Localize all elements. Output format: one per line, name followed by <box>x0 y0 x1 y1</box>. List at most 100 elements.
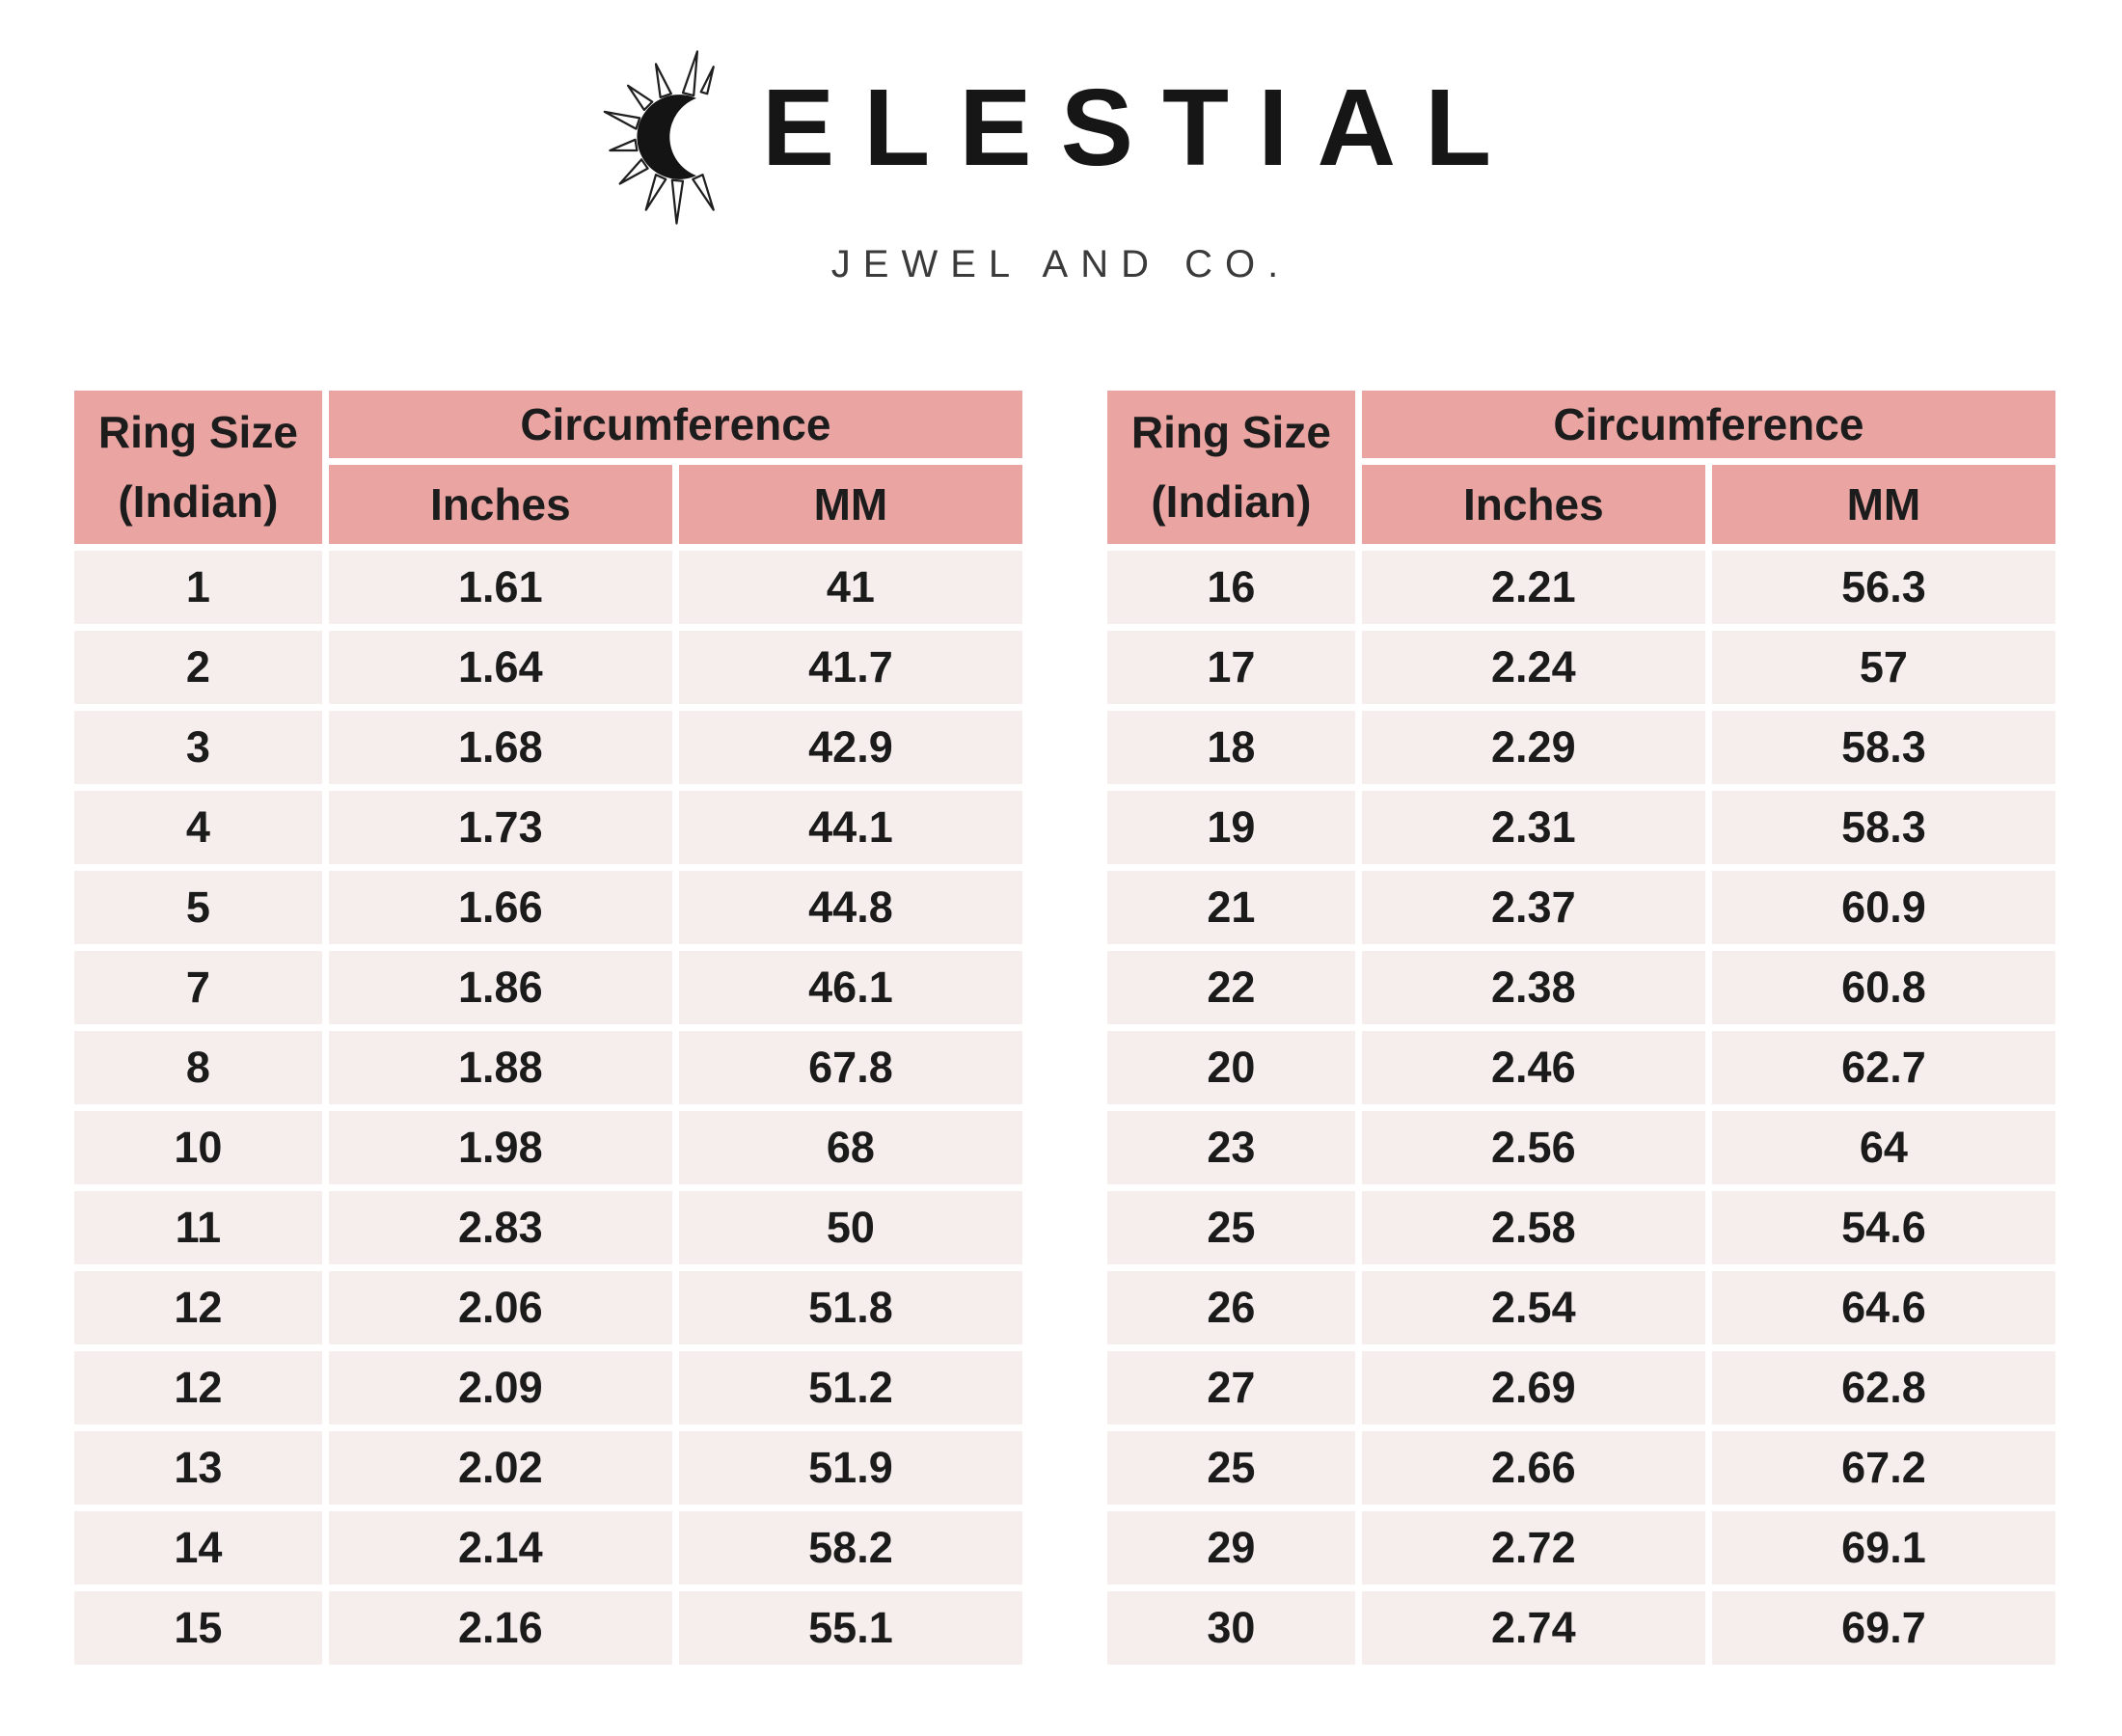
table-row: 11 2.83 50 <box>74 1191 1022 1264</box>
table-row: 17 2.24 57 <box>1107 631 2055 704</box>
table-cell: 10 <box>74 1111 322 1184</box>
table-cell: 1.88 <box>328 1031 672 1104</box>
table-cell: 58.3 <box>1711 711 2055 784</box>
size-chart-table-right: Ring Size (Indian) Circumference Inches … <box>1101 384 2062 1671</box>
header-ring-size: Ring Size (Indian) <box>1107 391 1355 544</box>
table-cell: 29 <box>1107 1511 1355 1585</box>
table-row: 27 2.69 62.8 <box>1107 1351 2055 1424</box>
crescent-sun-icon <box>603 50 715 225</box>
header-mm: MM <box>1711 465 2055 544</box>
table-cell: 22 <box>1107 951 1355 1024</box>
table-cell: 41.7 <box>678 631 1022 704</box>
table-row: 19 2.31 58.3 <box>1107 791 2055 864</box>
table-cell: 44.8 <box>678 871 1022 944</box>
table-cell: 4 <box>74 791 322 864</box>
table-cell: 68 <box>678 1111 1022 1184</box>
table-row: 3 1.68 42.9 <box>74 711 1022 784</box>
table-cell: 2.37 <box>1361 871 1705 944</box>
table-row: 7 1.86 46.1 <box>74 951 1022 1024</box>
table-cell: 1.98 <box>328 1111 672 1184</box>
table-cell: 46.1 <box>678 951 1022 1024</box>
brand-subtitle: JEWEL AND CO. <box>830 243 1292 285</box>
table-cell: 26 <box>1107 1271 1355 1344</box>
table-cell: 2.02 <box>328 1431 672 1505</box>
table-cell: 2.72 <box>1361 1511 1705 1585</box>
table-cell: 13 <box>74 1431 322 1505</box>
table-row: 26 2.54 64.6 <box>1107 1271 2055 1344</box>
table-cell: 27 <box>1107 1351 1355 1424</box>
table-row: 2 1.64 41.7 <box>74 631 1022 704</box>
brand-name: ELESTIAL <box>761 67 1521 188</box>
header-inches: Inches <box>328 465 672 544</box>
table-cell: 1.61 <box>328 551 672 624</box>
table-cell: 2.24 <box>1361 631 1705 704</box>
table-row: 18 2.29 58.3 <box>1107 711 2055 784</box>
table-row: 5 1.66 44.8 <box>74 871 1022 944</box>
table-body-left: 1 1.61 41 2 1.64 41.7 3 1.68 42.9 4 1.73 44.1 5 1.66 4… <box>74 551 1022 1665</box>
table-cell: 17 <box>1107 631 1355 704</box>
table-cell: 25 <box>1107 1431 1355 1505</box>
table-cell: 11 <box>74 1191 322 1264</box>
table-cell: 21 <box>1107 871 1355 944</box>
table-cell: 41 <box>678 551 1022 624</box>
table-cell: 1.64 <box>328 631 672 704</box>
header-ring-size-line1: Ring Size <box>97 407 298 458</box>
table-row: 29 2.72 69.1 <box>1107 1511 2055 1585</box>
table-cell: 62.7 <box>1711 1031 2055 1104</box>
table-cell: 69.1 <box>1711 1511 2055 1585</box>
table-cell: 50 <box>678 1191 1022 1264</box>
header-inches: Inches <box>1361 465 1705 544</box>
table-cell: 60.8 <box>1711 951 2055 1024</box>
table-cell: 2.56 <box>1361 1111 1705 1184</box>
header-ring-size: Ring Size (Indian) <box>74 391 322 544</box>
table-cell: 20 <box>1107 1031 1355 1104</box>
table-cell: 44.1 <box>678 791 1022 864</box>
table-cell: 2.66 <box>1361 1431 1705 1505</box>
table-row: 25 2.66 67.2 <box>1107 1431 2055 1505</box>
table-cell: 1.68 <box>328 711 672 784</box>
table-cell: 56.3 <box>1711 551 2055 624</box>
table-row: 1 1.61 41 <box>74 551 1022 624</box>
table-cell: 19 <box>1107 791 1355 864</box>
table-cell: 67.2 <box>1711 1431 2055 1505</box>
size-chart-tables: Ring Size (Indian) Circumference Inches … <box>68 384 2062 1671</box>
table-cell: 2.21 <box>1361 551 1705 624</box>
table-cell: 2.58 <box>1361 1191 1705 1264</box>
table-cell: 1 <box>74 551 322 624</box>
table-cell: 2.83 <box>328 1191 672 1264</box>
table-cell: 15 <box>74 1591 322 1665</box>
table-cell: 2.38 <box>1361 951 1705 1024</box>
table-row: 15 2.16 55.1 <box>74 1591 1022 1665</box>
table-cell: 2.29 <box>1361 711 1705 784</box>
table-cell: 51.2 <box>678 1351 1022 1424</box>
table-cell: 51.9 <box>678 1431 1022 1505</box>
table-cell: 54.6 <box>1711 1191 2055 1264</box>
table-row: 25 2.58 54.6 <box>1107 1191 2055 1264</box>
table-cell: 2.06 <box>328 1271 672 1344</box>
table-row: 12 2.06 51.8 <box>74 1271 1022 1344</box>
table-cell: 3 <box>74 711 322 784</box>
table-cell: 2 <box>74 631 322 704</box>
header-circumference: Circumference <box>328 391 1022 458</box>
table-row: 10 1.98 68 <box>74 1111 1022 1184</box>
table-row: 30 2.74 69.7 <box>1107 1591 2055 1665</box>
table-cell: 12 <box>74 1271 322 1344</box>
table-cell: 55.1 <box>678 1591 1022 1665</box>
table-cell: 2.46 <box>1361 1031 1705 1104</box>
table-cell: 16 <box>1107 551 1355 624</box>
header-ring-size-line2: (Indian) <box>1151 475 1312 527</box>
table-cell: 25 <box>1107 1191 1355 1264</box>
table-cell: 42.9 <box>678 711 1022 784</box>
table-cell: 5 <box>74 871 322 944</box>
table-cell: 58.2 <box>678 1511 1022 1585</box>
table-cell: 62.8 <box>1711 1351 2055 1424</box>
table-row: 23 2.56 64 <box>1107 1111 2055 1184</box>
table-row: 13 2.02 51.9 <box>74 1431 1022 1505</box>
header-circumference: Circumference <box>1361 391 2055 458</box>
table-cell: 57 <box>1711 631 2055 704</box>
table-cell: 2.69 <box>1361 1351 1705 1424</box>
brand-logo: ELESTIAL <box>0 42 2122 231</box>
table-cell: 1.66 <box>328 871 672 944</box>
table-cell: 12 <box>74 1351 322 1424</box>
